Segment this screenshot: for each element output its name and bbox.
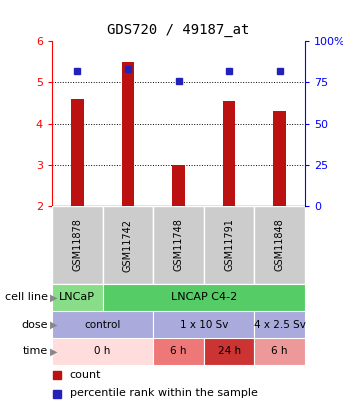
Text: ▶: ▶ (50, 347, 58, 356)
Bar (52, 311, 153, 338)
Text: percentile rank within the sample: percentile rank within the sample (70, 388, 258, 399)
Bar (52, 338, 153, 365)
Bar (273, 111, 286, 206)
Title: GDS720 / 49187_at: GDS720 / 49187_at (107, 23, 250, 37)
Text: ▶: ▶ (50, 320, 58, 330)
Text: 0 h: 0 h (94, 347, 111, 356)
Text: 4 x 2.5 Sv: 4 x 2.5 Sv (254, 320, 306, 330)
Text: control: control (84, 320, 121, 330)
Bar (204, 338, 255, 365)
Text: LNCAP C4-2: LNCAP C4-2 (171, 292, 237, 303)
Text: 1 x 10 Sv: 1 x 10 Sv (180, 320, 228, 330)
Text: 6 h: 6 h (271, 347, 288, 356)
Text: cell line: cell line (5, 292, 48, 303)
Bar (103, 284, 305, 311)
Text: dose: dose (22, 320, 48, 330)
Bar (121, 62, 134, 206)
Text: GSM11748: GSM11748 (174, 219, 184, 271)
Text: 24 h: 24 h (217, 347, 241, 356)
Bar (52, 206, 103, 284)
Bar (153, 206, 204, 284)
Bar (153, 311, 255, 338)
Bar (255, 338, 305, 365)
Text: 6 h: 6 h (170, 347, 187, 356)
Text: ▶: ▶ (50, 292, 58, 303)
Bar (52, 284, 103, 311)
Text: GSM11742: GSM11742 (123, 219, 133, 271)
Text: count: count (70, 369, 101, 379)
Bar (172, 165, 185, 206)
Text: GSM11848: GSM11848 (275, 219, 285, 271)
Bar (223, 101, 235, 206)
Bar (255, 311, 305, 338)
Bar (204, 206, 255, 284)
Text: GSM11791: GSM11791 (224, 219, 234, 271)
Text: time: time (23, 347, 48, 356)
Text: LNCaP: LNCaP (59, 292, 95, 303)
Bar (103, 206, 153, 284)
Bar (71, 99, 84, 206)
Bar (255, 206, 305, 284)
Text: GSM11878: GSM11878 (72, 219, 82, 271)
Bar (153, 338, 204, 365)
